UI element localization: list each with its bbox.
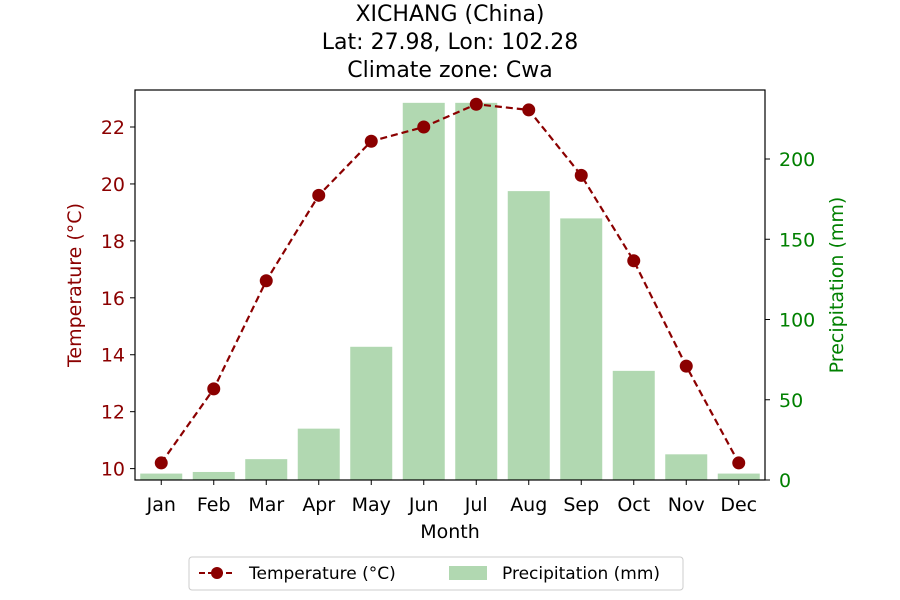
x-tick-label: May bbox=[352, 494, 391, 516]
x-tick-label: Apr bbox=[302, 494, 335, 516]
left-y-tick-label: 22 bbox=[101, 117, 125, 139]
title-line-3: Climate zone: Cwa bbox=[347, 58, 552, 83]
precipitation-bar-jul bbox=[455, 102, 498, 480]
right-y-tick-label: 0 bbox=[779, 470, 791, 492]
x-tick-label: Jun bbox=[408, 494, 439, 516]
x-tick-label: Dec bbox=[720, 494, 757, 516]
x-tick-label: Mar bbox=[248, 494, 284, 516]
left-y-tick-label: 12 bbox=[101, 402, 125, 424]
x-tick-label: Jan bbox=[146, 494, 176, 516]
temperature-point-jan bbox=[154, 456, 168, 470]
precipitation-bar-aug bbox=[507, 191, 550, 480]
precipitation-bar-jun bbox=[402, 102, 445, 480]
precipitation-bar-sep bbox=[560, 218, 603, 480]
x-tick-label: Nov bbox=[668, 494, 705, 516]
left-y-tick-label: 20 bbox=[101, 174, 125, 196]
right-y-tick-label: 200 bbox=[779, 149, 815, 171]
precipitation-bar-dec bbox=[717, 473, 760, 480]
left-y-tick-label: 10 bbox=[101, 459, 125, 481]
legend-precipitation-label: Precipitation (mm) bbox=[502, 564, 660, 584]
x-tick-label: Feb bbox=[197, 494, 231, 516]
right-y-tick-label: 50 bbox=[779, 390, 803, 412]
x-axis-label: Month bbox=[420, 521, 480, 543]
temperature-series-line bbox=[160, 103, 740, 464]
temperature-point-may bbox=[364, 134, 378, 148]
precipitation-bar-nov bbox=[665, 454, 708, 480]
temperature-point-feb bbox=[207, 382, 221, 396]
temperature-point-jul bbox=[469, 97, 483, 111]
title-line-2: Lat: 27.98, Lon: 102.28 bbox=[322, 30, 578, 55]
legend-precipitation-swatch bbox=[449, 566, 487, 580]
temperature-markers bbox=[154, 97, 746, 470]
right-y-axis-ticks: 0 50 100 150 200 bbox=[765, 149, 815, 492]
precipitation-bar-apr bbox=[297, 428, 340, 480]
right-y-axis-label: Precipitation (mm) bbox=[826, 197, 848, 374]
legend-temperature-marker-swatch bbox=[211, 567, 223, 579]
left-y-tick-label: 14 bbox=[101, 345, 125, 367]
legend-temperature-label: Temperature (°C) bbox=[248, 564, 396, 584]
temperature-point-aug bbox=[522, 103, 536, 117]
right-y-tick-label: 150 bbox=[779, 229, 815, 251]
legend: Temperature (°C) Precipitation (mm) bbox=[188, 556, 684, 591]
precipitation-bar-jan bbox=[140, 473, 183, 480]
temperature-line bbox=[160, 103, 740, 464]
plot-area-frame bbox=[134, 89, 766, 481]
temperature-point-sep bbox=[574, 168, 588, 182]
left-y-axis-label: Temperature (°C) bbox=[64, 203, 86, 368]
precipitation-bar-may bbox=[350, 346, 393, 480]
temperature-point-jun bbox=[417, 120, 431, 134]
temperature-point-nov bbox=[679, 359, 693, 373]
x-tick-label: Sep bbox=[563, 494, 599, 516]
precipitation-bar-mar bbox=[245, 459, 288, 480]
chart-title: XICHANG (China) Lat: 27.98, Lon: 102.28 … bbox=[322, 2, 578, 83]
precipitation-bar-feb bbox=[192, 471, 235, 480]
precipitation-bar-oct bbox=[612, 370, 655, 480]
right-y-tick-label: 100 bbox=[779, 310, 815, 332]
precipitation-bars bbox=[140, 102, 760, 480]
left-y-tick-label: 16 bbox=[101, 288, 125, 310]
x-tick-label: Aug bbox=[510, 494, 547, 516]
temperature-point-apr bbox=[312, 188, 326, 202]
temperature-point-dec bbox=[732, 456, 746, 470]
x-axis-ticks: Jan Feb Mar Apr May Jun Jul Aug Sep Oct Nov Dec bbox=[146, 480, 757, 516]
title-line-1: XICHANG (China) bbox=[355, 2, 544, 27]
x-tick-label: Jul bbox=[464, 494, 488, 516]
temperature-point-oct bbox=[627, 254, 641, 268]
legend-box bbox=[188, 556, 684, 591]
temperature-point-mar bbox=[259, 274, 273, 288]
left-y-tick-label: 18 bbox=[101, 231, 125, 253]
left-y-axis-ticks: 10 12 14 16 18 20 22 bbox=[101, 117, 135, 481]
x-tick-label: Oct bbox=[617, 494, 650, 516]
